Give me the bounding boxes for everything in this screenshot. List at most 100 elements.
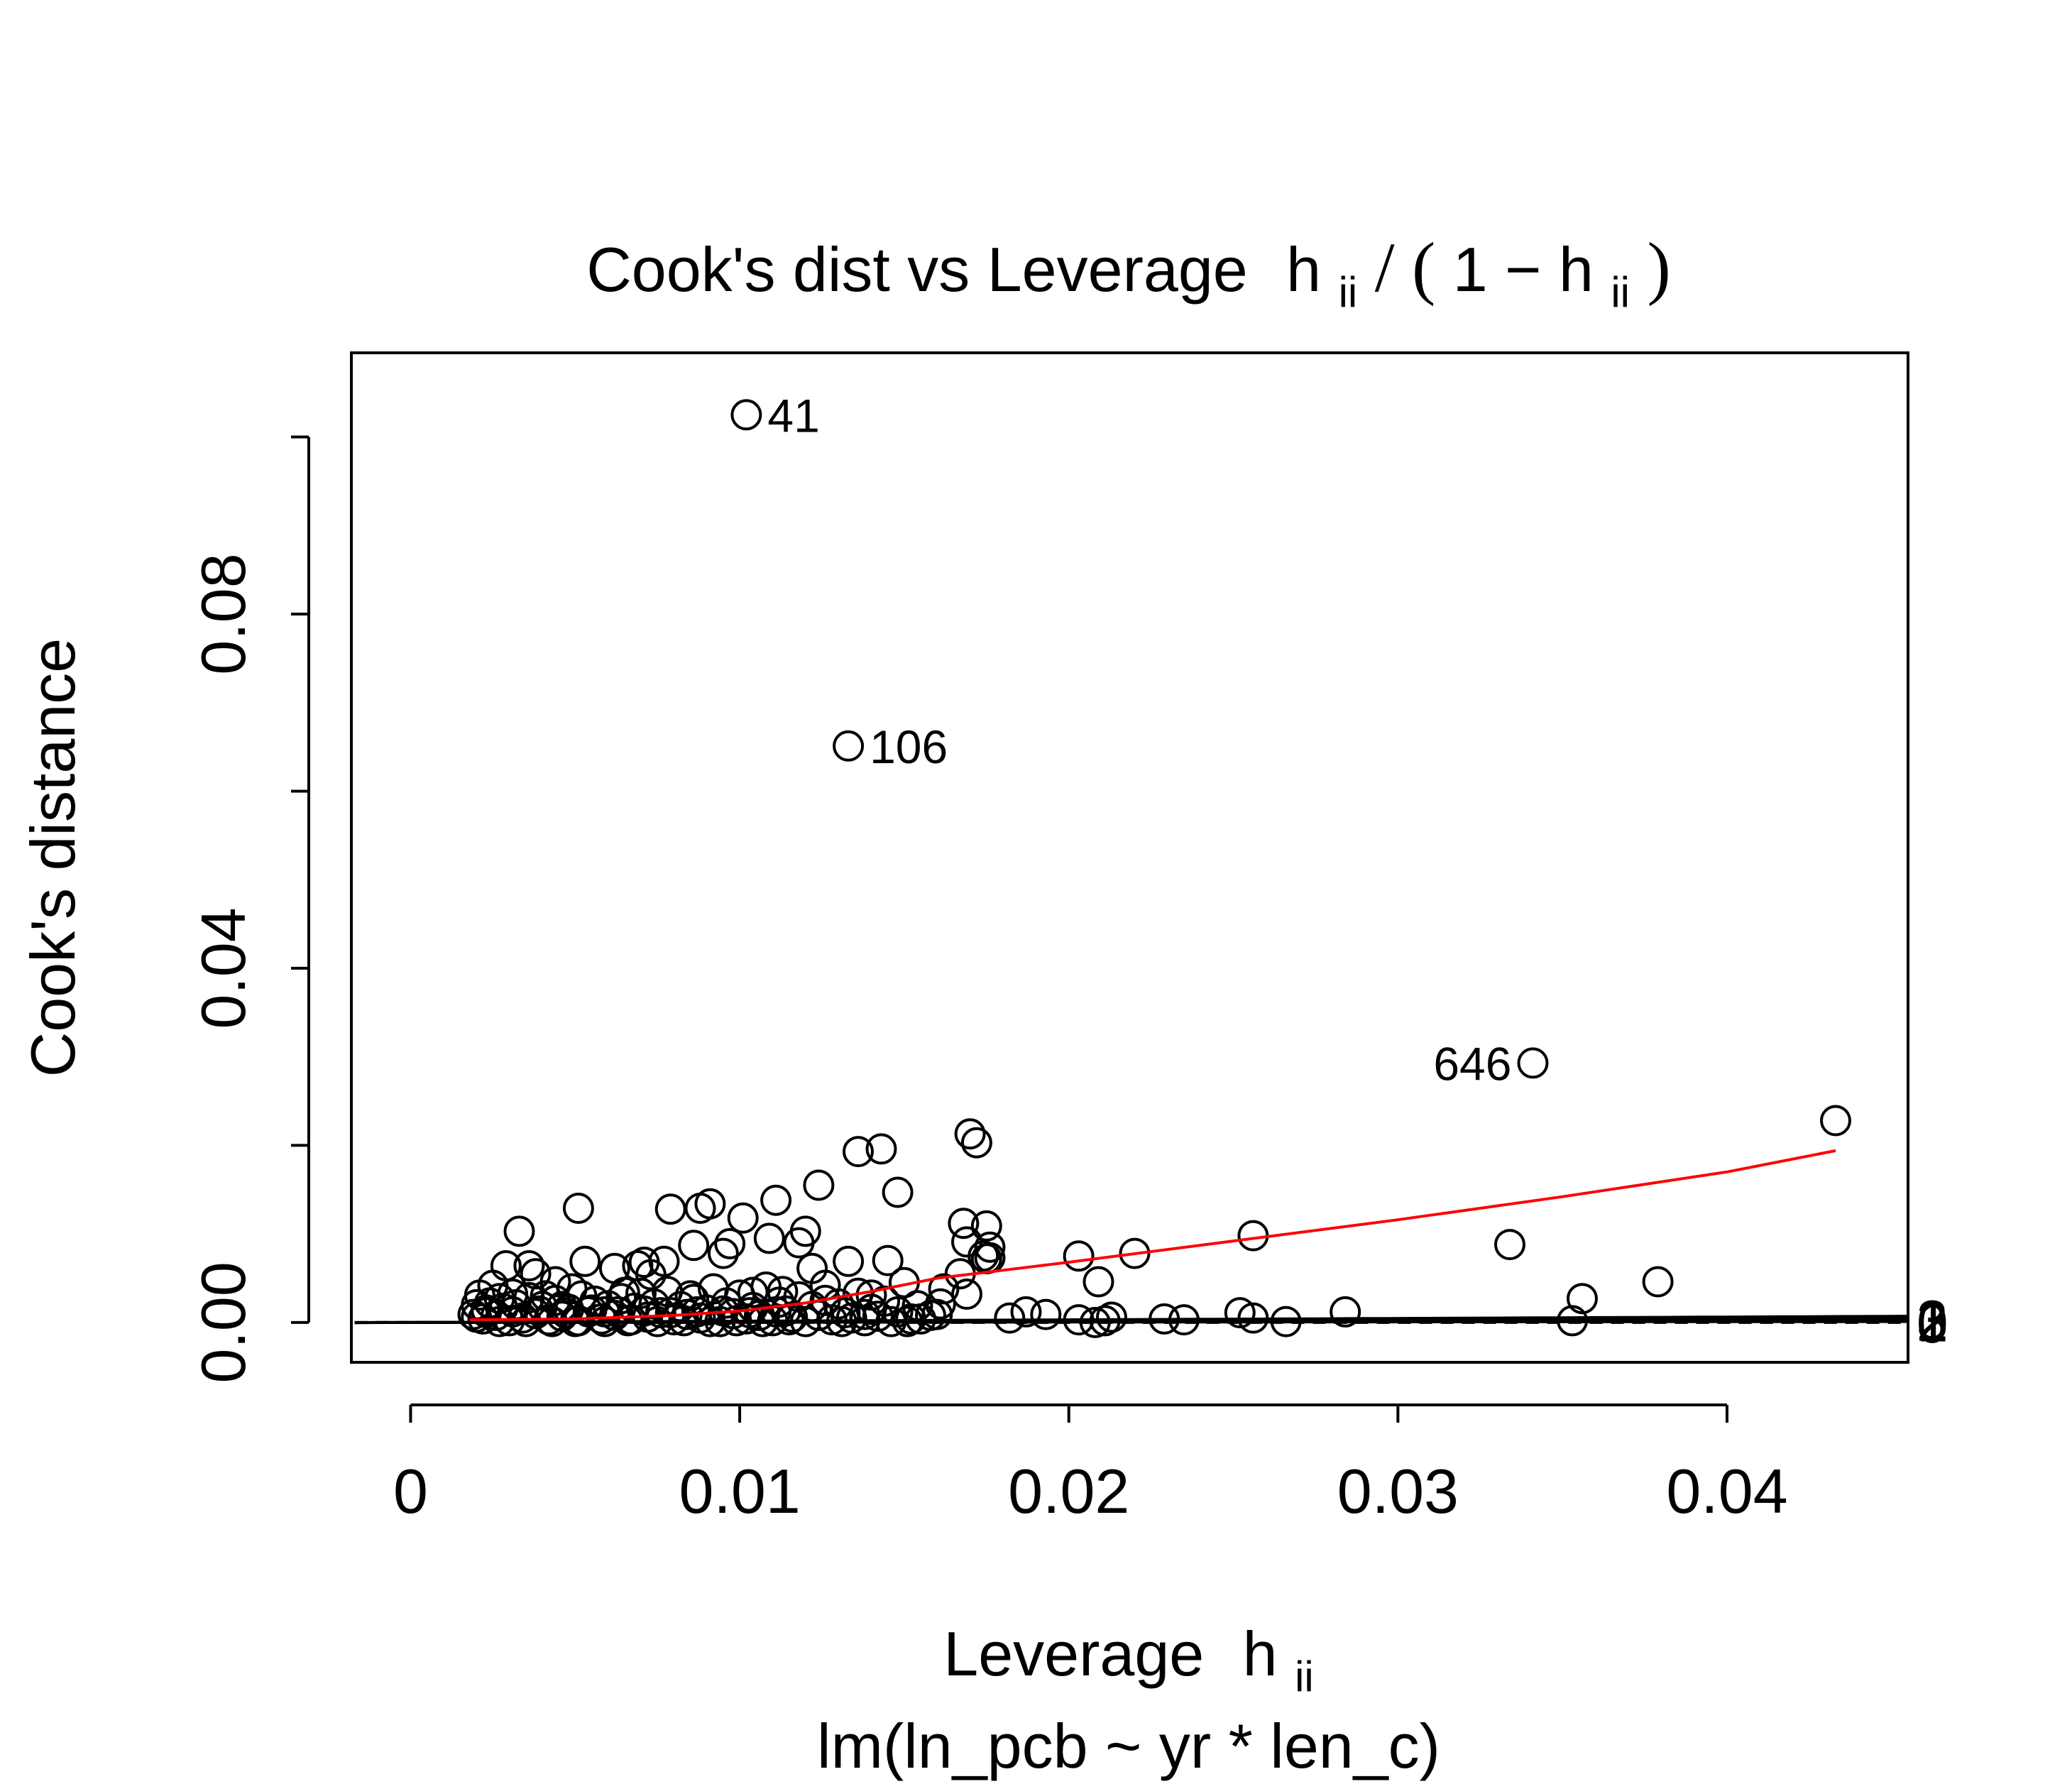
data-point xyxy=(882,1176,914,1208)
chart-title: Cook's dist vs Leverage h ii / ( 1 − h i… xyxy=(586,228,1671,320)
data-point xyxy=(1119,1237,1151,1269)
contour-label-2: 2 xyxy=(1917,1289,1948,1352)
data-point xyxy=(777,1301,808,1333)
plot-frame xyxy=(350,351,1909,1364)
data-point xyxy=(875,1306,907,1337)
data-point xyxy=(628,1247,660,1278)
data-point xyxy=(598,1252,630,1284)
data-point xyxy=(1096,1301,1127,1333)
data-point xyxy=(520,1258,552,1290)
data-point xyxy=(928,1273,960,1305)
contour-labels: 01234567 xyxy=(1917,1288,1948,1355)
data-point xyxy=(1082,1266,1114,1298)
data-point xyxy=(684,1193,716,1224)
data-point xyxy=(1063,1240,1095,1272)
data-point xyxy=(865,1133,897,1165)
data-points xyxy=(457,399,1851,1338)
chart-subtitle: lm(ln_pcb ~ yr * len_c) xyxy=(817,1711,1440,1781)
data-point xyxy=(707,1237,739,1269)
title-h-2: h xyxy=(1559,234,1594,305)
data-point xyxy=(727,1202,759,1234)
data-point xyxy=(1330,1296,1361,1328)
data-point xyxy=(960,1127,992,1159)
contour-label-3: 3 xyxy=(1917,1288,1948,1352)
point-label-41: 41 xyxy=(767,389,819,442)
contour-label-1: 1 xyxy=(1917,1291,1948,1354)
data-point xyxy=(833,1245,865,1277)
data-point xyxy=(974,1231,1006,1263)
x-tick-label: 0.01 xyxy=(679,1456,800,1526)
data-point xyxy=(678,1230,710,1262)
y-tick-label: 0.08 xyxy=(188,553,258,674)
data-point xyxy=(1237,1220,1269,1252)
y-tick-label: 0.00 xyxy=(188,1262,258,1383)
point-label-106: 106 xyxy=(870,721,948,773)
x-axis-label-text: Leverage xyxy=(943,1619,1204,1689)
y-axis: 0.00 0.04 0.08 xyxy=(188,435,310,1384)
data-point xyxy=(562,1193,594,1224)
data-point xyxy=(835,1302,867,1334)
x-tick-label: 0.04 xyxy=(1666,1456,1787,1526)
data-point xyxy=(803,1169,835,1201)
title-slash: / xyxy=(1375,228,1395,307)
x-axis-label-h: h xyxy=(1243,1619,1278,1689)
data-point xyxy=(513,1250,545,1281)
data-point xyxy=(753,1222,785,1254)
x-axis-label: Leverage h ii xyxy=(943,1619,1313,1700)
x-axis-label-subscript: ii xyxy=(1295,1653,1314,1700)
data-point xyxy=(951,1226,982,1258)
title-left-paren: ( xyxy=(1412,228,1435,307)
data-point xyxy=(994,1302,1026,1334)
data-point xyxy=(503,1215,535,1247)
data-point xyxy=(1224,1297,1256,1329)
data-point xyxy=(833,730,865,762)
data-point xyxy=(862,1301,894,1332)
x-tick-label: 0.03 xyxy=(1337,1456,1459,1526)
title-h: h xyxy=(1286,234,1321,305)
y-axis-label: Cook's distance xyxy=(18,638,88,1077)
data-point xyxy=(654,1193,686,1225)
data-point xyxy=(1642,1266,1674,1298)
x-axis: 0 0.01 0.02 0.03 0.04 xyxy=(393,1403,1788,1526)
data-point xyxy=(1063,1304,1095,1336)
data-point xyxy=(714,1227,746,1259)
data-point xyxy=(569,1245,601,1277)
data-point xyxy=(1149,1303,1180,1335)
data-point xyxy=(760,1184,792,1216)
smoother-path xyxy=(469,1149,1836,1322)
data-point xyxy=(843,1136,874,1168)
point-labels: 41 106 646 xyxy=(767,389,1511,1090)
data-point xyxy=(915,1299,946,1331)
data-point xyxy=(1517,1047,1549,1079)
x-tick-label: 0 xyxy=(393,1456,428,1526)
x-tick-label: 0.02 xyxy=(1008,1456,1129,1526)
data-point xyxy=(872,1244,904,1276)
title-right-paren: ) xyxy=(1647,228,1670,307)
title-h-subscript-2: ii xyxy=(1611,268,1630,316)
data-point xyxy=(954,1118,986,1150)
data-point xyxy=(1494,1229,1525,1261)
data-point xyxy=(1168,1304,1200,1336)
title-one-minus: 1 − xyxy=(1453,234,1559,305)
title-h-subscript: ii xyxy=(1339,268,1358,316)
data-point xyxy=(970,1210,1002,1242)
data-point xyxy=(783,1227,815,1259)
data-point xyxy=(1030,1298,1062,1330)
data-point xyxy=(598,1299,630,1331)
data-point xyxy=(1010,1296,1042,1328)
data-point xyxy=(1089,1305,1121,1337)
data-point xyxy=(1820,1105,1851,1137)
data-point xyxy=(892,1306,923,1337)
contour-label-0: 0 xyxy=(1917,1291,1948,1355)
data-point xyxy=(1237,1302,1269,1334)
y-tick-label: 0.04 xyxy=(188,907,258,1029)
data-point xyxy=(730,399,762,431)
data-point xyxy=(1567,1283,1598,1315)
data-point xyxy=(1079,1306,1111,1338)
data-point xyxy=(948,1208,980,1240)
smoother-line xyxy=(469,1149,1836,1322)
data-point xyxy=(1270,1306,1302,1337)
data-point xyxy=(1557,1305,1589,1337)
title-prefix: Cook's dist vs Leverage xyxy=(586,234,1247,305)
